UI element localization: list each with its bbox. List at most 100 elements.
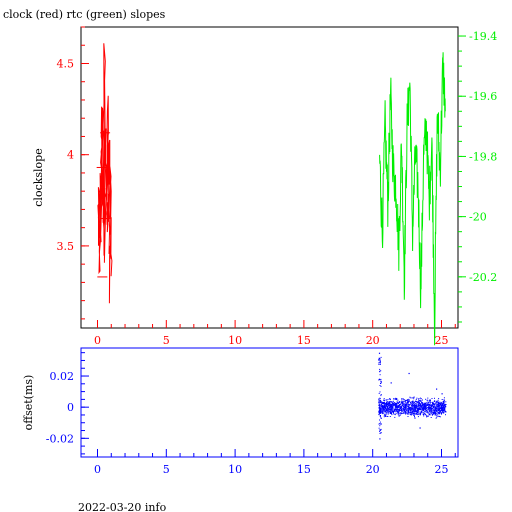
offset-point — [413, 403, 415, 405]
offset-point — [397, 402, 399, 404]
offset-point — [379, 370, 381, 372]
offset-point — [423, 405, 425, 407]
offset-point — [422, 412, 424, 414]
offset-point — [379, 421, 381, 423]
x-tick-label: 5 — [163, 334, 170, 347]
offset-point — [430, 417, 432, 418]
offset-point — [378, 360, 380, 361]
offset-point — [445, 404, 447, 406]
offset-point — [382, 406, 384, 408]
offset-point — [426, 416, 428, 418]
offset-point — [378, 423, 380, 425]
offset-point — [380, 383, 381, 384]
offset-point — [380, 370, 382, 372]
offset-point — [443, 401, 445, 403]
offset-point — [379, 412, 381, 414]
offset-point — [394, 411, 396, 413]
offset-point — [409, 413, 411, 415]
offset-point — [415, 403, 417, 405]
offset-point — [386, 403, 388, 405]
offset-point — [400, 412, 402, 414]
offset-outlier — [390, 382, 392, 384]
offset-point — [388, 402, 390, 404]
offset-point — [388, 411, 389, 413]
offset-point — [382, 407, 384, 409]
offset-point — [441, 409, 443, 411]
offset-point — [434, 409, 436, 411]
offset-point — [383, 408, 384, 409]
offset-point — [401, 410, 403, 412]
offset-point — [436, 413, 438, 415]
offset-point — [438, 411, 440, 413]
offset-point — [442, 408, 444, 410]
offset-point — [397, 412, 399, 414]
offset-point — [422, 402, 424, 404]
y-tick-label: 3.5 — [57, 240, 75, 253]
offset-point — [437, 411, 439, 413]
offset-point — [378, 401, 380, 403]
offset-point — [378, 362, 380, 363]
offset-point — [404, 410, 405, 412]
offset-point — [380, 412, 382, 414]
offset-point — [434, 412, 436, 414]
offset-point — [409, 396, 411, 398]
offset-point — [430, 402, 432, 403]
offset-point — [402, 409, 404, 411]
offset-point — [420, 412, 422, 414]
offset-point — [382, 407, 384, 409]
offset-point — [396, 411, 398, 413]
offset-point — [414, 407, 416, 409]
offset-point — [380, 380, 382, 382]
offset-point — [392, 405, 394, 407]
offset-point — [414, 417, 416, 419]
offset-point — [422, 407, 424, 409]
offset-point — [392, 404, 394, 406]
offset-point — [390, 401, 392, 403]
y-tick-label: 4.5 — [57, 57, 75, 70]
offset-point — [409, 406, 411, 408]
offset-point — [379, 368, 381, 370]
offset-point — [442, 406, 444, 408]
offset-point — [403, 399, 405, 401]
offset-point — [395, 399, 397, 400]
offset-point — [403, 411, 405, 413]
offset-point — [426, 407, 428, 409]
offset-point — [378, 414, 380, 416]
offset-point — [385, 402, 386, 404]
offset-point — [422, 404, 424, 406]
offset-point — [378, 398, 380, 400]
offset-point — [418, 411, 420, 413]
offset-point — [436, 408, 438, 410]
offset-point — [414, 405, 416, 407]
offset-point — [398, 403, 400, 405]
offset-point — [398, 415, 400, 417]
offset-point — [432, 402, 434, 404]
offset-point — [423, 402, 425, 404]
offset-point — [408, 406, 410, 408]
offset-point — [424, 407, 426, 409]
offset-point — [403, 403, 405, 404]
offset-point — [436, 406, 438, 408]
offset-point — [422, 399, 423, 401]
offset-point — [404, 406, 406, 408]
offset-point — [385, 411, 387, 413]
offset-point — [419, 399, 421, 401]
offset-point — [380, 416, 381, 418]
offset-point — [441, 404, 443, 405]
offset-point — [402, 402, 404, 404]
offset-point — [422, 408, 424, 409]
offset-point — [384, 405, 386, 407]
y2-tick-label: -19.6 — [469, 90, 497, 103]
offset-point — [380, 382, 382, 384]
offset-point — [423, 407, 425, 409]
offset-point — [392, 408, 394, 409]
offset-point — [425, 402, 427, 404]
offset-point — [380, 395, 382, 397]
offset-point — [402, 412, 404, 414]
offset-point — [422, 409, 424, 411]
offset-point — [406, 403, 408, 405]
offset-point — [436, 408, 438, 409]
offset-point — [406, 412, 408, 414]
offset-point — [411, 397, 413, 399]
